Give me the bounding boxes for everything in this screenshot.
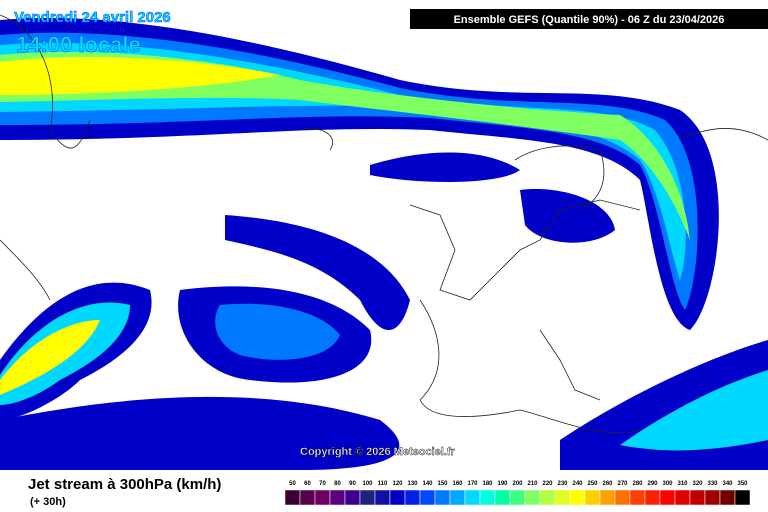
colorbar-swatch (389, 489, 406, 506)
colorbar-label: 170 (467, 481, 478, 487)
footer-lead: (+ 30h) (30, 496, 66, 508)
colorbar-swatch (734, 489, 751, 506)
footer-title: Jet stream à 300hPa (km/h) (28, 476, 221, 493)
colorbar-label: 250 (587, 481, 598, 487)
colorbar-label: 240 (572, 481, 583, 487)
colorbar-label: 320 (692, 481, 703, 487)
colorbar-label: 140 (422, 481, 433, 487)
colorbar-swatch (584, 489, 601, 506)
colorbar-swatch (299, 489, 316, 506)
colorbar-label: 100 (362, 481, 373, 487)
colorbar-swatch (464, 489, 481, 506)
colorbar-label: 260 (602, 481, 613, 487)
coastlines (0, 14, 768, 434)
model-label: Ensemble GEFS (Quantile 90%) - 06 Z du 2… (454, 14, 725, 26)
colorbar-swatch (359, 489, 376, 506)
colorbar-label: 200 (512, 481, 523, 487)
colorbar-swatch (614, 489, 631, 506)
colorbar-swatch (344, 489, 361, 506)
colorbar-swatch (599, 489, 616, 506)
jet-stream-field (0, 18, 768, 470)
colorbar-swatch (629, 489, 646, 506)
model-box (410, 9, 768, 29)
colorbar-label: 270 (617, 481, 628, 487)
colorbar-label: 280 (632, 481, 643, 487)
colorbar-swatch (419, 489, 436, 506)
colorbar-label: 300 (662, 481, 673, 487)
colorbar-label: 160 (452, 481, 463, 487)
colorbar-label: 110 (378, 481, 388, 487)
colorbar-label: 60 (304, 481, 311, 487)
colorbar-label: 330 (707, 481, 718, 487)
colorbar-swatch (314, 489, 331, 506)
colorbar-swatch (434, 489, 451, 506)
colorbar-swatch (569, 489, 586, 506)
colorbar-label: 350 (737, 481, 748, 487)
colorbar-swatch (329, 489, 346, 506)
colorbar: 50 60 70 80 90 100 110 120 130 140 150 160 170 180 190… (284, 481, 751, 506)
colorbar-swatch (719, 489, 736, 506)
colorbar-label: 220 (542, 481, 553, 487)
colorbar-swatch (674, 489, 691, 506)
colorbar-label: 50 (289, 481, 296, 487)
colorbar-label: 90 (349, 481, 356, 487)
colorbar-label: 120 (392, 481, 403, 487)
colorbar-swatch (509, 489, 526, 506)
colorbar-label: 340 (722, 481, 733, 487)
colorbar-swatch (524, 489, 541, 506)
colorbar-label: 290 (647, 481, 658, 487)
colorbar-swatch (704, 489, 721, 506)
colorbar-label: 230 (557, 481, 568, 487)
colorbar-label: 80 (334, 481, 341, 487)
colorbar-label: 210 (527, 481, 538, 487)
colorbar-label: 180 (482, 481, 493, 487)
colorbar-swatch (449, 489, 466, 506)
date-label: Vendredi 24 avril 2026 (14, 9, 171, 26)
colorbar-swatch (404, 489, 421, 506)
colorbar-swatch (554, 489, 571, 506)
colorbar-label: 190 (497, 481, 508, 487)
time-label: 14:00 locale (16, 32, 141, 57)
copyright: Copyright © 2026 Meteociel.fr (300, 446, 456, 458)
colorbar-swatch (644, 489, 661, 506)
colorbar-swatch (284, 489, 301, 506)
colorbar-swatch (659, 489, 676, 506)
colorbar-swatch (494, 489, 511, 506)
colorbar-swatch (374, 489, 391, 506)
colorbar-label: 130 (407, 481, 418, 487)
colorbar-label: 150 (437, 481, 448, 487)
colorbar-swatch (689, 489, 706, 506)
colorbar-swatch (539, 489, 556, 506)
colorbar-label: 70 (319, 481, 326, 487)
colorbar-swatch (479, 489, 496, 506)
colorbar-label: 310 (677, 481, 688, 487)
